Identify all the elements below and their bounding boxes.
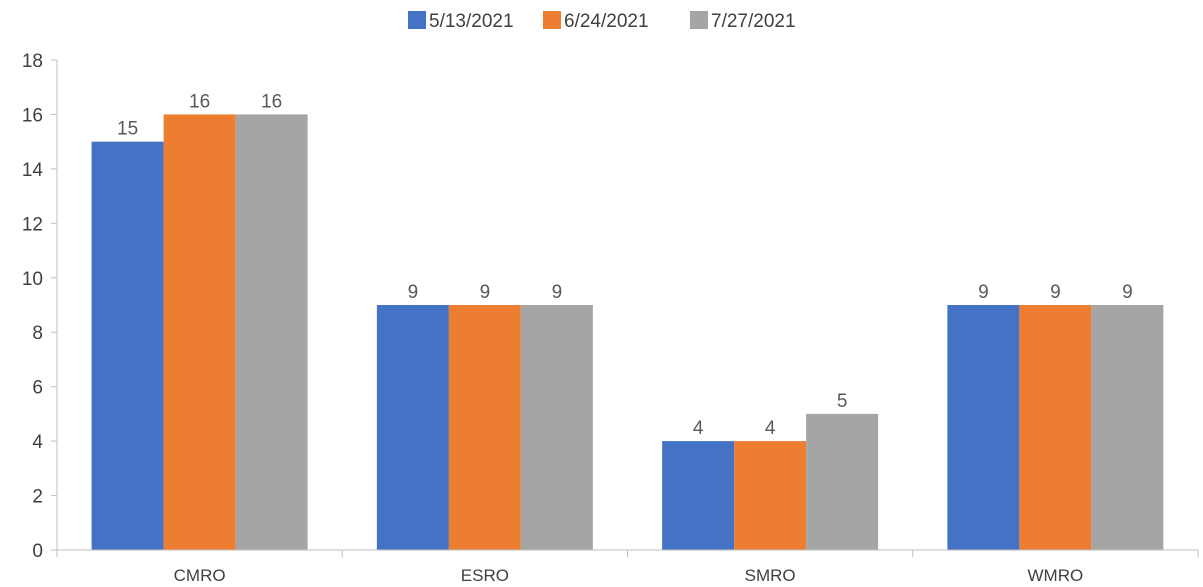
legend: 5/13/2021 6/24/2021 7/27/2021 [408, 11, 796, 32]
y-tick-label: 10 [22, 269, 43, 290]
y-axis: 0 2 4 6 8 10 12 14 16 18 [22, 51, 58, 562]
data-label-esro-7-27-2021: 9 [552, 282, 563, 303]
y-tick-label: 0 [32, 541, 43, 562]
legend-label-6-24-2021: 6/24/2021 [564, 11, 649, 32]
y-tick-label: 4 [32, 432, 43, 453]
data-label-wmro-7-27-2021: 9 [1122, 282, 1133, 303]
legend-label-5-13-2021: 5/13/2021 [429, 11, 514, 32]
data-label-cmro-6-24-2021: 16 [189, 91, 210, 112]
bar-esro-5-13-2021 [376, 305, 449, 550]
x-axis: CMRO ESRO SMRO WMRO [56, 549, 1199, 585]
y-tick-label: 18 [22, 51, 43, 72]
bar-esro-7-27-2021 [520, 305, 593, 550]
bars [91, 114, 1164, 550]
bar-smro-7-27-2021 [806, 413, 879, 550]
legend-label-7-27-2021: 7/27/2021 [711, 11, 796, 32]
data-label-smro-5-13-2021: 4 [693, 418, 704, 439]
x-tick-label-cmro: CMRO [174, 566, 226, 585]
y-tick-label: 14 [22, 160, 44, 181]
data-label-wmro-6-24-2021: 9 [1050, 282, 1061, 303]
y-tick-label: 16 [22, 105, 43, 126]
y-tick-label: 8 [32, 323, 43, 344]
legend-swatch-6-24-2021 [543, 11, 561, 29]
bar-smro-6-24-2021 [734, 441, 807, 550]
data-label-wmro-5-13-2021: 9 [978, 282, 989, 303]
data-label-smro-6-24-2021: 4 [765, 418, 776, 439]
data-label-esro-6-24-2021: 9 [480, 282, 491, 303]
bar-wmro-7-27-2021 [1091, 305, 1164, 550]
legend-swatch-5-13-2021 [408, 11, 426, 29]
bar-cmro-5-13-2021 [91, 141, 164, 550]
x-tick-label-smro: SMRO [745, 566, 796, 585]
data-label-smro-7-27-2021: 5 [837, 391, 848, 412]
bar-smro-5-13-2021 [662, 441, 735, 550]
bar-esro-6-24-2021 [448, 305, 521, 550]
bar-cmro-6-24-2021 [163, 114, 236, 550]
data-label-esro-5-13-2021: 9 [408, 282, 419, 303]
bar-wmro-6-24-2021 [1019, 305, 1092, 550]
x-tick-label-esro: ESRO [461, 566, 509, 585]
legend-swatch-7-27-2021 [690, 11, 708, 29]
data-labels: 15 16 16 9 9 9 4 4 5 9 9 9 [117, 91, 1133, 439]
y-tick-label: 12 [22, 214, 43, 235]
data-label-cmro-7-27-2021: 16 [261, 91, 282, 112]
data-label-cmro-5-13-2021: 15 [117, 119, 138, 140]
bar-wmro-5-13-2021 [947, 305, 1020, 550]
bar-cmro-7-27-2021 [235, 114, 308, 550]
x-tick-label-wmro: WMRO [1028, 566, 1084, 585]
y-tick-label: 2 [32, 487, 43, 508]
y-tick-label: 6 [32, 378, 43, 399]
